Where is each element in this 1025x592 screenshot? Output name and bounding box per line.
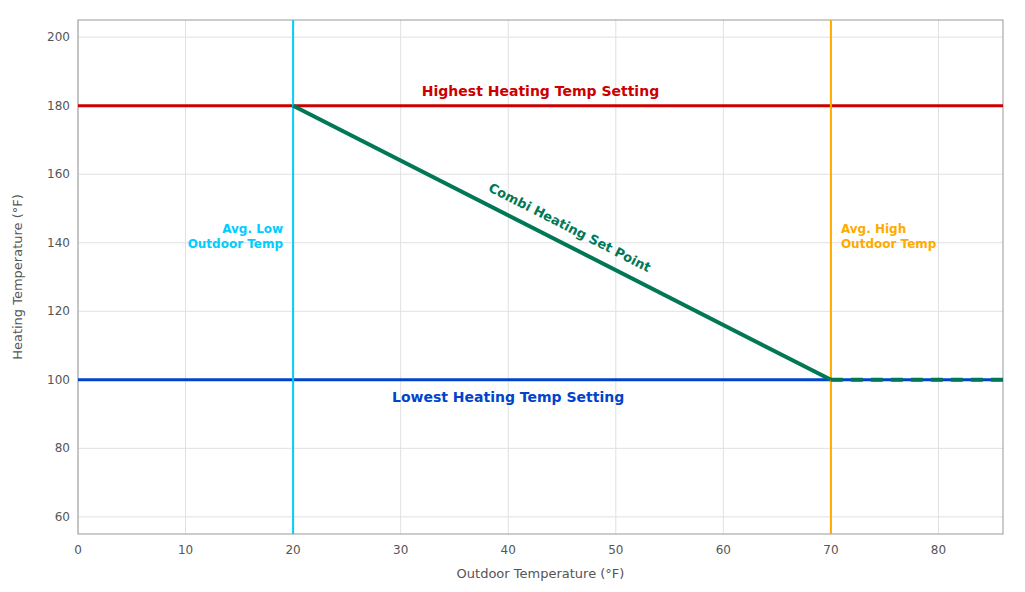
annotations: Highest Heating Temp Setting Lowest Heati… <box>188 83 937 405</box>
grid <box>78 20 1003 534</box>
y-axis-label: Heating Temperature (°F) <box>10 194 25 360</box>
series-line <box>293 106 831 380</box>
y-grid-line <box>78 379 1003 380</box>
horizontal-reference-line <box>78 378 1003 381</box>
series-line <box>831 378 1003 382</box>
x-grid-line <box>723 20 724 534</box>
series-label: Combi Heating Set Point <box>486 180 653 275</box>
plot-frame <box>78 20 1003 534</box>
y-tick-label: 180 <box>47 99 70 113</box>
x-grid-line <box>830 20 831 534</box>
vertical-reference-line <box>830 20 832 534</box>
y-grid-line <box>78 311 1003 312</box>
y-tick-label: 200 <box>47 30 70 44</box>
label-line: Avg. High <box>841 222 906 236</box>
x-tick-label: 60 <box>716 543 731 557</box>
x-grid-line <box>293 20 294 534</box>
y-tick-label: 100 <box>47 373 70 387</box>
vertical-reference-line <box>292 20 294 534</box>
reference-line-label: Lowest Heating Temp Setting <box>392 389 624 405</box>
label-line: Outdoor Temp <box>188 237 284 251</box>
y-grid-line <box>78 37 1003 38</box>
y-tick-label: 140 <box>47 236 70 250</box>
horizontal-reference-line <box>78 104 1003 107</box>
y-tick-label: 160 <box>47 167 70 181</box>
x-tick-label: 20 <box>285 543 300 557</box>
x-tick-label: 70 <box>823 543 838 557</box>
x-tick-label: 50 <box>608 543 623 557</box>
plot-area <box>78 20 1003 534</box>
y-grid-line <box>78 448 1003 449</box>
y-grid-line <box>78 516 1003 517</box>
x-tick-label: 30 <box>393 543 408 557</box>
x-tick-label: 10 <box>178 543 193 557</box>
y-grid-line <box>78 174 1003 175</box>
reference-line-label: Avg. LowOutdoor Temp <box>188 222 284 251</box>
chart: 0 10 20 30 40 50 60 70 80 60 80 100 120 140 160 180 200 O… <box>0 0 1025 592</box>
y-tick-label: 60 <box>55 510 70 524</box>
x-grid-line <box>185 20 186 534</box>
x-axis-label: Outdoor Temperature (°F) <box>457 566 625 581</box>
x-tick-label: 80 <box>931 543 946 557</box>
y-tick-label: 80 <box>55 441 70 455</box>
x-grid-line <box>400 20 401 534</box>
reference-line-label: Avg. HighOutdoor Temp <box>841 222 937 251</box>
label-line: Outdoor Temp <box>841 237 937 251</box>
label-line: Avg. Low <box>222 222 283 236</box>
x-tick-label: 40 <box>501 543 516 557</box>
x-tick-label: 0 <box>74 543 82 557</box>
x-grid-line <box>938 20 939 534</box>
y-tick-label: 120 <box>47 304 70 318</box>
y-grid-line <box>78 105 1003 106</box>
reference-line-label: Highest Heating Temp Setting <box>422 83 659 99</box>
